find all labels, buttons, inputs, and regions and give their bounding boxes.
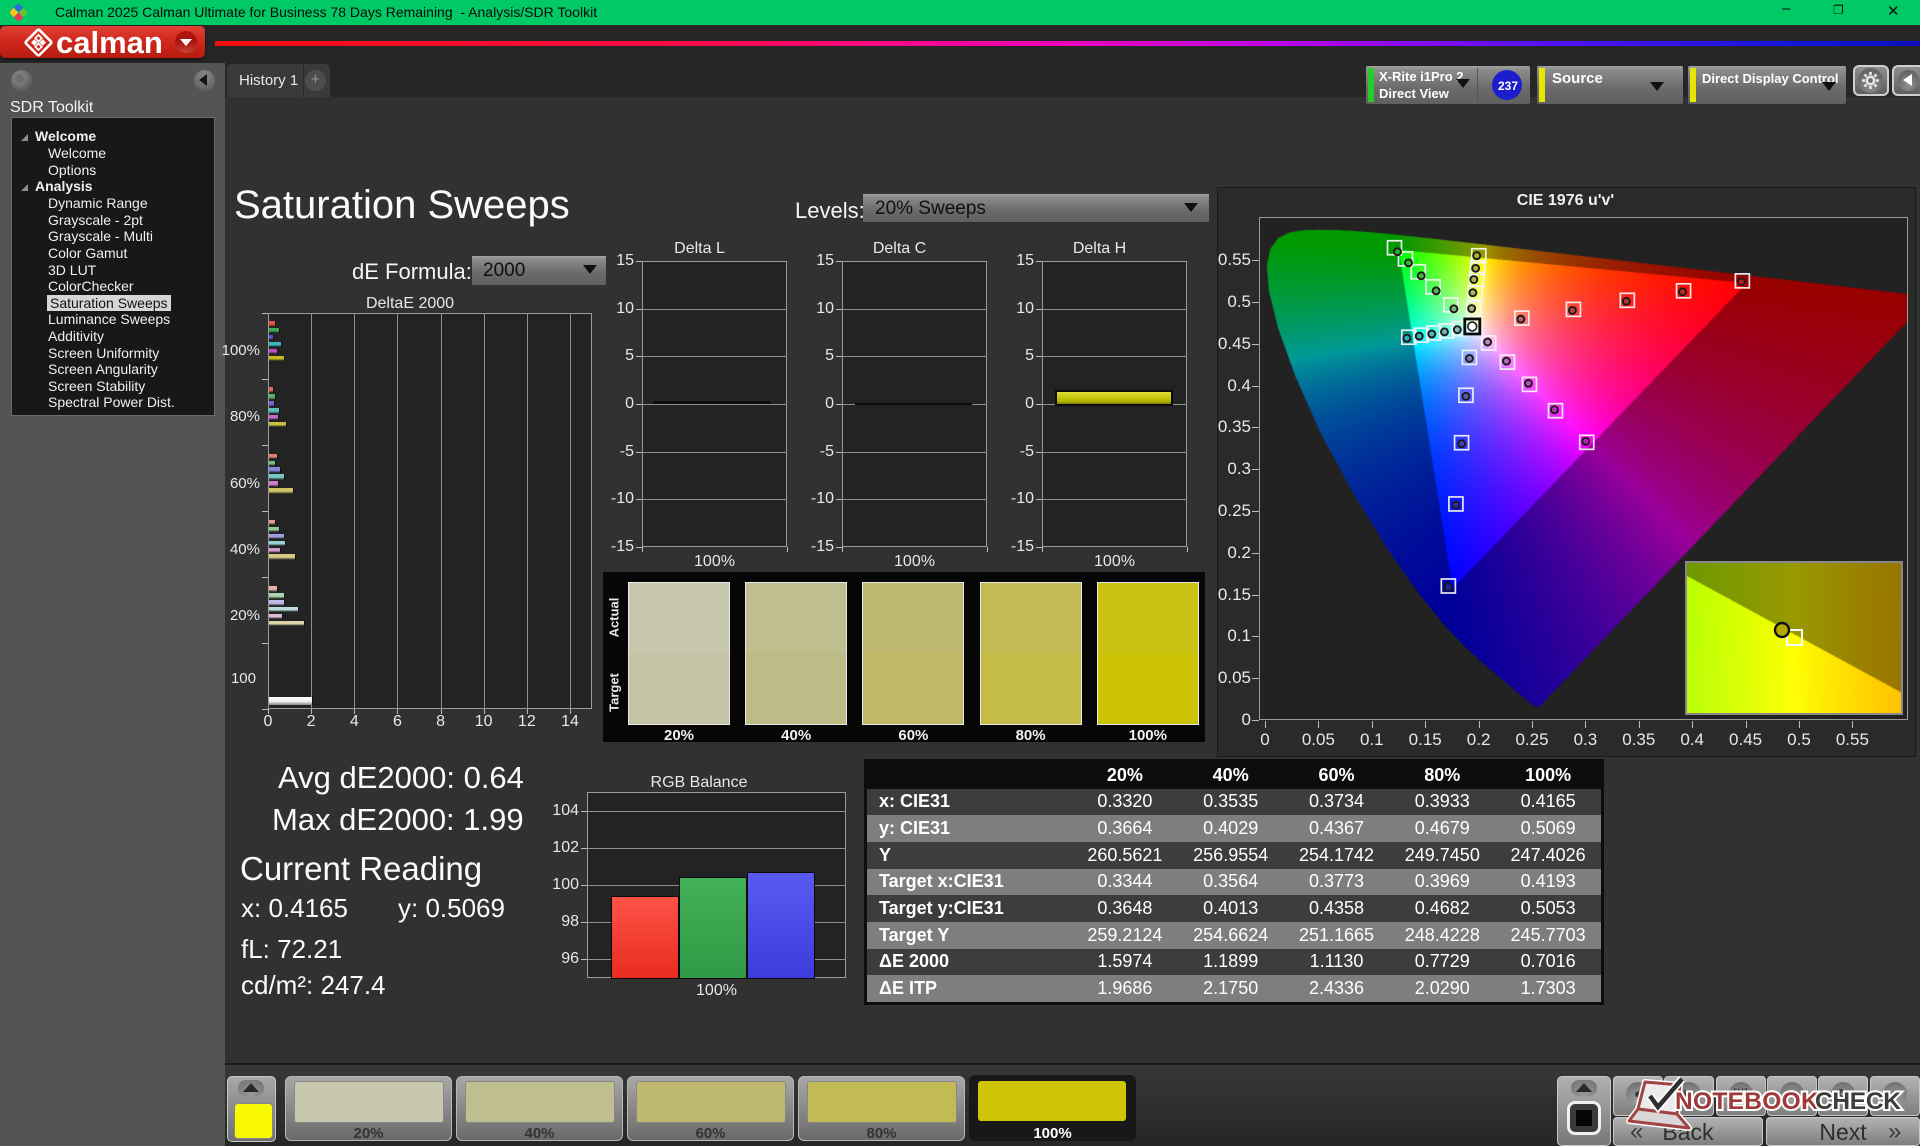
svg-text:CHECK: CHECK (1815, 1088, 1901, 1115)
svg-text:NOTEBOOK: NOTEBOOK (1675, 1088, 1819, 1115)
